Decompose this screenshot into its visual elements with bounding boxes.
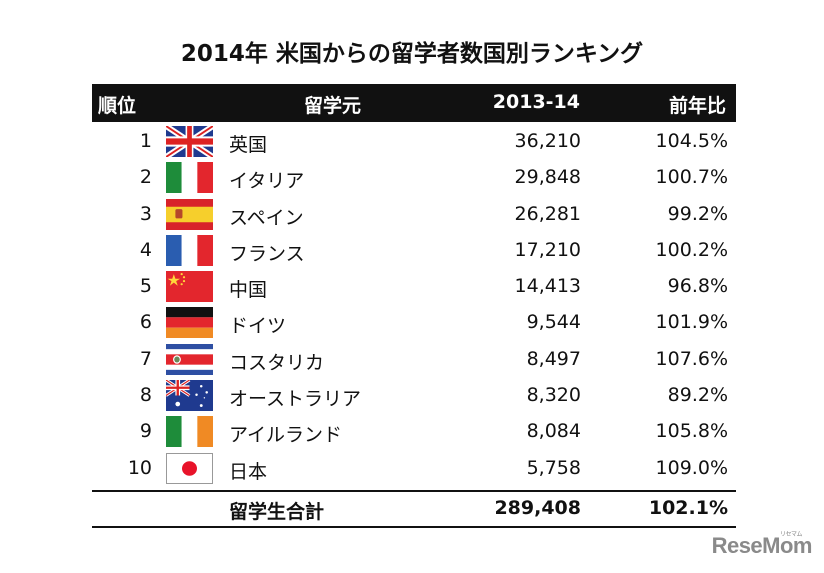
total-count: 289,408 bbox=[494, 496, 581, 519]
total-label: 留学生合計 bbox=[229, 500, 325, 523]
table-header: 順位 留学元 2013-14 前年比 bbox=[92, 84, 736, 122]
rank-cell: 7 bbox=[139, 347, 152, 370]
header-origin: 留学元 bbox=[304, 95, 362, 117]
japan-flag-icon bbox=[166, 452, 213, 484]
china-flag-icon bbox=[166, 271, 213, 303]
costa-rica-flag-icon bbox=[166, 343, 213, 375]
count-cell: 17,210 bbox=[514, 238, 581, 261]
count-cell: 5,758 bbox=[526, 456, 581, 479]
count-cell: 36,210 bbox=[514, 130, 581, 152]
country-name: ドイツ bbox=[229, 315, 287, 338]
ratio-cell: 107.6% bbox=[655, 347, 728, 370]
ratio-cell: 99.2% bbox=[667, 202, 728, 225]
spain-flag-icon bbox=[166, 198, 213, 230]
rank-cell: 10 bbox=[127, 456, 152, 479]
header-rank: 順位 bbox=[98, 95, 137, 117]
total-row: 留学生合計 289,408 102.1% bbox=[92, 489, 736, 528]
table-row: 3 スペイン 26,281 99.2% bbox=[92, 197, 736, 233]
table-row: 1 英国 36,210 104.5% bbox=[92, 124, 736, 160]
country-name: フランス bbox=[229, 242, 305, 265]
country-name: 中国 bbox=[229, 279, 268, 302]
country-name: コスタリカ bbox=[229, 351, 325, 374]
ratio-cell: 96.8% bbox=[667, 275, 728, 298]
table-row: 10 日本 5,758 109.0% bbox=[92, 451, 736, 487]
ratio-cell: 105.8% bbox=[655, 420, 728, 443]
ireland-flag-icon bbox=[166, 416, 213, 448]
page-title: 2014年 米国からの留学者数国別ランキング bbox=[180, 41, 644, 67]
table-row: 7 コスタリカ 8,497 107.6% bbox=[92, 342, 736, 378]
country-name: スペイン bbox=[229, 206, 304, 229]
italy-flag-icon bbox=[166, 162, 213, 194]
ratio-cell: 100.2% bbox=[655, 238, 728, 261]
rank-cell: 2 bbox=[139, 166, 152, 189]
table-row: 8 オーストラリア 8,320 89.2% bbox=[92, 378, 736, 414]
count-cell: 14,413 bbox=[514, 275, 581, 298]
country-name: イタリア bbox=[229, 170, 305, 193]
ratio-cell: 100.7% bbox=[655, 166, 728, 189]
ratio-cell: 101.9% bbox=[655, 311, 728, 334]
rank-cell: 9 bbox=[139, 420, 152, 443]
table-row: 9 アイルランド 8,084 105.8% bbox=[92, 414, 736, 450]
count-cell: 26,281 bbox=[514, 202, 581, 225]
rank-cell: 8 bbox=[139, 384, 152, 407]
ratio-cell: 109.0% bbox=[655, 456, 728, 479]
resemom-logo: ReseMom リセマム bbox=[711, 532, 813, 559]
count-cell: 29,848 bbox=[514, 166, 581, 189]
count-cell: 8,084 bbox=[526, 420, 581, 443]
table-row: 5 中国 14,413 96.8% bbox=[92, 269, 736, 305]
ranking-table: 順位 留学元 2013-14 前年比 1 英国 36,210 104.5% 2 bbox=[92, 84, 736, 528]
header-ratio: 前年比 bbox=[668, 95, 726, 117]
total-ratio: 102.1% bbox=[648, 496, 728, 519]
country-name: 日本 bbox=[229, 460, 268, 483]
rank-cell: 4 bbox=[139, 238, 152, 261]
rank-cell: 1 bbox=[139, 130, 152, 152]
count-cell: 8,320 bbox=[526, 384, 581, 407]
ratio-cell: 104.5% bbox=[655, 130, 728, 152]
france-flag-icon bbox=[166, 234, 213, 266]
count-cell: 8,497 bbox=[526, 347, 581, 370]
rank-cell: 3 bbox=[139, 202, 152, 225]
table-row: 6 ドイツ 9,544 101.9% bbox=[92, 305, 736, 341]
country-name: オーストラリア bbox=[229, 388, 362, 411]
logo-text: ReseMom bbox=[711, 533, 813, 558]
header-count: 2013-14 bbox=[492, 91, 580, 113]
australia-flag-icon bbox=[166, 380, 213, 412]
count-cell: 9,544 bbox=[526, 311, 581, 334]
uk-flag-icon bbox=[166, 126, 213, 157]
ratio-cell: 89.2% bbox=[667, 384, 728, 407]
germany-flag-icon bbox=[166, 307, 213, 339]
country-name: 英国 bbox=[229, 134, 268, 156]
rank-cell: 5 bbox=[139, 275, 152, 298]
table-row: 2 イタリア 29,848 100.7% bbox=[92, 160, 736, 196]
table-row: 4 フランス 17,210 100.2% bbox=[92, 233, 736, 269]
logo-subtext: リセマム bbox=[779, 532, 803, 538]
rank-cell: 6 bbox=[139, 311, 152, 334]
country-name: アイルランド bbox=[229, 424, 343, 447]
